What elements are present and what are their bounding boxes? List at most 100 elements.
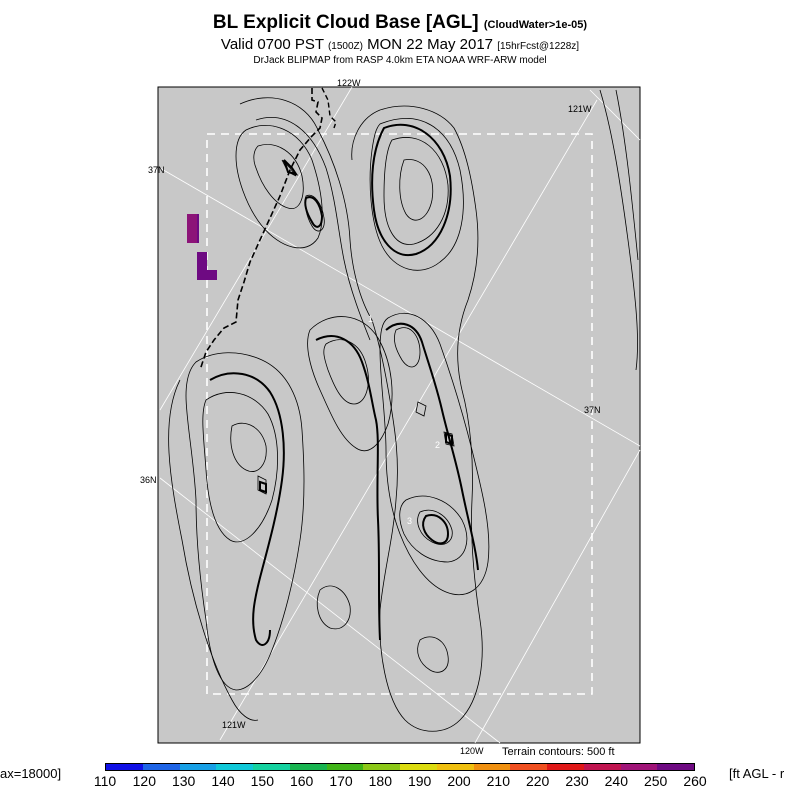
lon-line-121 bbox=[219, 99, 598, 741]
terrain-east-knob bbox=[394, 327, 421, 368]
colorbar-swatch bbox=[326, 764, 364, 770]
colorbar-swatch bbox=[106, 764, 143, 770]
contour-label-1: 1 bbox=[368, 314, 374, 324]
contour-label-2: 2 bbox=[435, 440, 441, 450]
lat-label-37-right: 37N bbox=[584, 405, 601, 415]
bold-contour-knob-3 bbox=[259, 480, 267, 494]
lon-label-122: 122W bbox=[337, 78, 361, 88]
lat-line-37 bbox=[159, 167, 641, 447]
terrain-south-west-3 bbox=[202, 392, 278, 543]
cloud-base-cell-1b bbox=[197, 214, 199, 243]
colorbar-tick-label: 240 bbox=[604, 773, 628, 789]
colorbar-tick-label: 260 bbox=[683, 773, 707, 789]
terrain-east-basin bbox=[399, 495, 468, 563]
lon-label-121-top: 121W bbox=[568, 104, 592, 114]
colorbar-ticks: 110 120 130 140 150 160 170 180 190 200 210 220 230 2… bbox=[90, 773, 710, 789]
colorbar-tick-label: 210 bbox=[486, 773, 510, 789]
lon-line-121-b bbox=[589, 89, 641, 141]
contour-label-3: 3 bbox=[407, 516, 413, 526]
terrain-contours bbox=[168, 89, 639, 732]
bold-contour-knob-2 bbox=[304, 196, 324, 228]
terrain-ridge-2 bbox=[255, 117, 371, 341]
terrain-east-ridge bbox=[379, 313, 490, 596]
valid-utc: (1500Z) bbox=[327, 41, 363, 52]
colorbar-tick-label: 150 bbox=[250, 773, 274, 789]
colorbar-swatch bbox=[253, 764, 290, 770]
terrain-south-knob bbox=[417, 636, 449, 673]
colorbar-tick-label: 190 bbox=[407, 773, 432, 789]
colorbar-tick-label: 200 bbox=[447, 773, 471, 789]
terrain-south-west bbox=[185, 352, 305, 691]
colorbar-swatch bbox=[547, 764, 584, 770]
lat-label-36: 36N bbox=[140, 475, 157, 485]
colorbar-tick-label: 120 bbox=[132, 773, 156, 789]
cloud-base-cell-1 bbox=[187, 214, 197, 243]
valid-time: Valid 0700 PST bbox=[220, 36, 324, 53]
colorbar-tick-label: 180 bbox=[368, 773, 392, 789]
bold-contour-north bbox=[371, 123, 452, 257]
lon-label-121-bottom: 121W bbox=[222, 720, 246, 730]
coastline bbox=[199, 88, 323, 371]
colorbar-tick-label: 230 bbox=[565, 773, 589, 789]
terrain-note: Terrain contours: 500 ft bbox=[502, 746, 615, 758]
colorbar-swatch bbox=[583, 764, 621, 770]
terrain-south-west-2 bbox=[168, 379, 259, 721]
title-note: (CloudWater>1e-05) bbox=[483, 19, 588, 31]
bold-contour-basin bbox=[422, 514, 450, 545]
terrain-east-basin-2 bbox=[417, 509, 453, 545]
cloud-base-cell-3 bbox=[207, 270, 217, 280]
colorbar-swatch bbox=[363, 764, 400, 770]
colorbar-tick-label: 250 bbox=[643, 773, 668, 789]
cloud-base-cell-2 bbox=[197, 252, 207, 280]
map-title: BL Explicit Cloud Base [AGL] (CloudWater… bbox=[0, 12, 800, 34]
colorbar-swatch bbox=[400, 764, 437, 770]
lat-label-37-left: 37N bbox=[148, 165, 165, 175]
lat-line-36 bbox=[159, 477, 501, 744]
terrain-west-ridge-2 bbox=[253, 144, 304, 209]
terrain-east-edge bbox=[599, 89, 638, 371]
terrain-south-knob-2 bbox=[316, 585, 351, 630]
terrain-contours-bold bbox=[209, 123, 479, 646]
terrain-peak-north-2 bbox=[383, 137, 449, 245]
terrain-peak-north bbox=[369, 118, 464, 271]
bay-shoreline bbox=[321, 87, 337, 129]
bold-contour-knob bbox=[283, 159, 299, 176]
colorbar-tick-label: 220 bbox=[525, 773, 550, 789]
valid-line: Valid 0700 PST (1500Z) MON 22 May 2017 [… bbox=[0, 36, 800, 53]
colorbar-tick-label: 170 bbox=[329, 773, 353, 789]
bold-contour-knob-4 bbox=[445, 432, 453, 446]
colorbar-tick-label: 130 bbox=[171, 773, 196, 789]
credit-line: DrJack BLIPMAP from RASP 4.0km ETA NOAA … bbox=[253, 55, 547, 66]
plot-area bbox=[157, 86, 641, 744]
colorbar-swatch bbox=[436, 764, 474, 770]
bold-contour-central bbox=[315, 335, 381, 641]
bold-contour-southwest bbox=[209, 372, 285, 646]
colorbar-swatch bbox=[142, 764, 180, 770]
terrain-south-west-knob bbox=[257, 475, 267, 495]
colorbar-swatch bbox=[289, 764, 327, 770]
title-main: BL Explicit Cloud Base [AGL] bbox=[212, 12, 479, 33]
colorbar-swatch bbox=[473, 764, 511, 770]
colorbar-swatch bbox=[510, 764, 547, 770]
domain-box bbox=[206, 133, 593, 695]
colorbar-swatch bbox=[216, 764, 253, 770]
terrain-peak-north-3 bbox=[399, 159, 434, 221]
colorbar-swatch bbox=[657, 764, 694, 770]
colorbar-units-label: [ft AGL - r bbox=[729, 766, 785, 781]
colorbar-tick-label: 140 bbox=[211, 773, 235, 789]
colorbar-swatch bbox=[179, 764, 217, 770]
bold-contour-east bbox=[385, 322, 479, 571]
colorbar-tick-label: 160 bbox=[289, 773, 314, 789]
lon-label-120: 120W bbox=[460, 746, 484, 756]
terrain-west-ridge bbox=[235, 125, 323, 249]
colorbar-tick-label: 110 bbox=[93, 773, 117, 789]
terrain-east-knob-3 bbox=[415, 401, 427, 417]
colorbar bbox=[105, 763, 695, 771]
valid-date: MON 22 May 2017 bbox=[367, 36, 494, 53]
lon-line-120 bbox=[474, 449, 641, 744]
colorbar-swatch bbox=[620, 764, 658, 770]
terrain-central-ridge-2 bbox=[323, 339, 369, 405]
forecast-info: [15hrFcst@1228z] bbox=[497, 41, 580, 52]
